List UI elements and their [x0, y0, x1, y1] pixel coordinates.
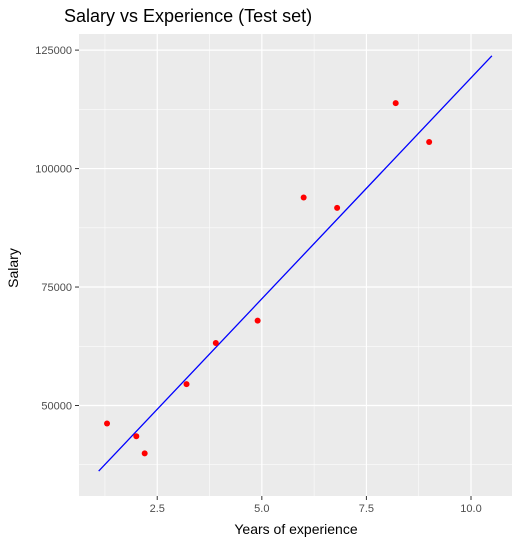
y-tick-label: 125000	[35, 45, 72, 57]
data-point	[133, 433, 140, 440]
data-point	[254, 317, 261, 324]
x-axis-title: Years of experience	[234, 521, 357, 537]
x-tick-label: 5.0	[254, 503, 269, 515]
data-point	[183, 381, 190, 388]
axis-ticks: 2.5 5.0 7.5 10.0 50000 75000 100000 125000	[35, 45, 481, 515]
y-axis-title: Salary	[5, 248, 21, 288]
series-layer	[98, 55, 493, 472]
data-point	[426, 139, 433, 146]
data-point	[141, 450, 148, 457]
x-tick-label: 10.0	[460, 503, 481, 515]
regression-line	[98, 55, 493, 472]
data-point	[392, 100, 399, 107]
grid-lines	[79, 34, 512, 496]
chart-title: Salary vs Experience (Test set)	[64, 6, 312, 26]
data-point	[104, 420, 111, 427]
y-tick-label: 75000	[41, 282, 72, 294]
x-tick-label: 2.5	[150, 503, 165, 515]
y-tick-label: 50000	[41, 400, 72, 412]
y-tick-label: 100000	[35, 164, 72, 176]
data-point	[212, 339, 219, 346]
data-point	[300, 194, 307, 201]
x-tick-label: 7.5	[359, 503, 374, 515]
data-point	[334, 204, 341, 211]
